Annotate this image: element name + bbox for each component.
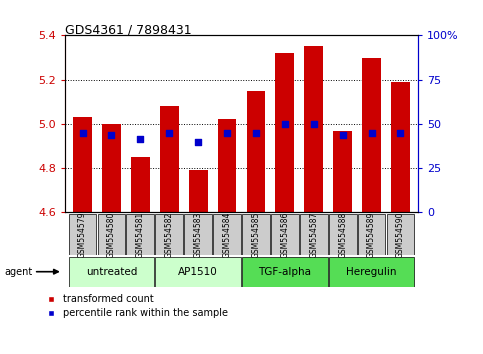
Text: GSM554583: GSM554583 <box>194 211 203 258</box>
FancyBboxPatch shape <box>271 214 298 255</box>
FancyBboxPatch shape <box>156 214 183 255</box>
Bar <box>246 91 265 212</box>
Bar <box>218 120 237 212</box>
Text: GSM554581: GSM554581 <box>136 211 145 258</box>
Bar <box>160 106 179 212</box>
FancyBboxPatch shape <box>185 214 212 255</box>
FancyBboxPatch shape <box>156 257 241 287</box>
Text: AP1510: AP1510 <box>178 267 218 277</box>
Point <box>194 139 202 144</box>
Point <box>310 121 318 127</box>
FancyBboxPatch shape <box>329 257 414 287</box>
Point <box>281 121 289 127</box>
FancyBboxPatch shape <box>213 214 241 255</box>
FancyBboxPatch shape <box>386 214 414 255</box>
FancyBboxPatch shape <box>300 214 327 255</box>
Point <box>223 130 231 136</box>
Text: GSM554584: GSM554584 <box>223 211 231 258</box>
Bar <box>102 124 121 212</box>
Point <box>137 137 144 142</box>
Text: Heregulin: Heregulin <box>346 267 397 277</box>
Text: GSM554586: GSM554586 <box>280 211 289 258</box>
Text: agent: agent <box>5 267 33 277</box>
Text: GSM554589: GSM554589 <box>367 211 376 258</box>
Text: GSM554582: GSM554582 <box>165 211 174 258</box>
Text: GSM554579: GSM554579 <box>78 211 87 258</box>
Point <box>79 130 86 136</box>
Point <box>368 130 375 136</box>
Point <box>252 130 260 136</box>
FancyBboxPatch shape <box>329 214 356 255</box>
Legend: transformed count, percentile rank within the sample: transformed count, percentile rank withi… <box>43 290 232 322</box>
Text: TGF-alpha: TGF-alpha <box>258 267 312 277</box>
Text: GDS4361 / 7898431: GDS4361 / 7898431 <box>65 23 192 36</box>
FancyBboxPatch shape <box>242 214 270 255</box>
Text: GSM554585: GSM554585 <box>252 211 260 258</box>
Bar <box>391 82 410 212</box>
Text: GSM554588: GSM554588 <box>338 211 347 258</box>
FancyBboxPatch shape <box>69 214 97 255</box>
Text: untreated: untreated <box>86 267 137 277</box>
Point <box>108 132 115 138</box>
Bar <box>304 46 323 212</box>
FancyBboxPatch shape <box>98 214 125 255</box>
Bar <box>362 58 381 212</box>
Bar <box>275 53 294 212</box>
Text: GSM554580: GSM554580 <box>107 211 116 258</box>
Text: GSM554587: GSM554587 <box>309 211 318 258</box>
Bar <box>333 131 352 212</box>
FancyBboxPatch shape <box>127 214 154 255</box>
Bar <box>189 170 208 212</box>
Bar <box>131 157 150 212</box>
Point <box>165 130 173 136</box>
FancyBboxPatch shape <box>69 257 154 287</box>
Bar <box>73 117 92 212</box>
FancyBboxPatch shape <box>242 257 327 287</box>
Point <box>397 130 404 136</box>
Point <box>339 132 346 138</box>
Text: GSM554590: GSM554590 <box>396 211 405 258</box>
FancyBboxPatch shape <box>358 214 385 255</box>
